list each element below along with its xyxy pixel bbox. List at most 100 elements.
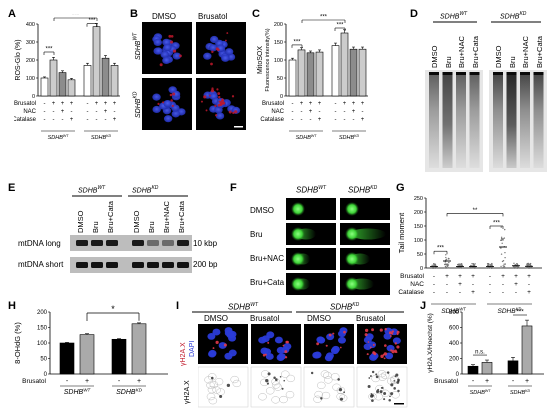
band-long xyxy=(162,240,174,246)
bar xyxy=(467,365,479,375)
panel-i-col-3: DMSO xyxy=(307,314,331,323)
nucleus-outline xyxy=(214,378,224,386)
sig-left-label: *** xyxy=(45,47,53,53)
ros-signal xyxy=(217,48,220,52)
comet-head xyxy=(291,252,305,266)
y-tick-label: 100 xyxy=(414,238,423,244)
condition-sign: - xyxy=(96,109,98,115)
band-short xyxy=(76,262,88,268)
band-short xyxy=(177,262,189,268)
data-point xyxy=(444,265,447,268)
nucleus-outline xyxy=(338,394,348,402)
panel-i-col-1: DMSO xyxy=(204,314,228,323)
gh2ax-focus xyxy=(369,346,372,349)
gel-lane xyxy=(506,72,517,168)
ros-signal xyxy=(179,54,182,58)
panel-b-micrographs xyxy=(142,22,246,130)
gh2ax-focus-gray xyxy=(226,383,231,388)
panel-i-label: I xyxy=(176,300,180,312)
ros-signal xyxy=(217,103,221,107)
y-axis-label-2: Fluorescence intensity(%) xyxy=(265,28,271,91)
gel-well xyxy=(469,72,480,75)
band-short xyxy=(132,262,144,268)
gh2ax-focus xyxy=(284,356,288,359)
y-tick-label: 200 xyxy=(26,58,35,64)
condition-label: NAC xyxy=(271,109,284,115)
ros-signal xyxy=(208,94,211,97)
condition-sign: + xyxy=(61,109,65,115)
condition-label: Catalase xyxy=(260,117,284,123)
data-point xyxy=(433,263,435,265)
nucleus xyxy=(212,328,221,336)
nucleus xyxy=(209,35,219,44)
data-point xyxy=(516,263,518,265)
panel-f-col-wt: SDHBWT xyxy=(296,185,327,195)
panel-j-chart: 0 200 400 600 800 γH2A.X/Hoechst (%)Brusatol -… xyxy=(427,309,544,396)
data-point xyxy=(529,262,532,265)
condition-sign: - xyxy=(66,378,69,385)
nucleus xyxy=(207,333,216,340)
gh2ax-focus-gray xyxy=(343,391,346,394)
condition-sign: + xyxy=(352,101,356,107)
gel-well xyxy=(533,72,544,75)
gh2ax-focus-gray xyxy=(381,387,384,389)
condition-sign: - xyxy=(446,289,448,296)
nucleus xyxy=(330,347,339,355)
nucleus-outline xyxy=(285,390,295,399)
nucleus-outline xyxy=(280,370,290,378)
panel-i-group-wt: SDHBWT xyxy=(228,302,259,312)
gh2ax-focus xyxy=(364,333,368,337)
nucleus xyxy=(209,44,218,52)
y-tick-label: 0 xyxy=(420,266,423,272)
y-axis-label: Tail moment xyxy=(397,212,406,253)
condition-sign: - xyxy=(344,117,346,123)
data-point xyxy=(504,267,506,269)
data-point xyxy=(434,264,436,266)
gel-lane-label: DMSO xyxy=(430,45,439,69)
condition-sign: + xyxy=(70,101,74,107)
panel-f-col-kd: SDHBKD xyxy=(348,185,378,195)
grayscale-frame xyxy=(250,366,302,408)
micrograph-wt-brusatol xyxy=(196,22,246,74)
gh2ax-focus xyxy=(286,340,289,344)
nucleus-outline xyxy=(273,383,283,391)
condition-sign: + xyxy=(104,109,108,115)
y-axis-label: 8-OHdG (%) xyxy=(13,322,22,364)
nucleus-outline xyxy=(336,386,346,395)
panel-i-row-dapi: DAPI xyxy=(189,340,196,357)
gh2ax-focus xyxy=(384,344,387,347)
data-point xyxy=(504,228,506,231)
nucleus xyxy=(370,352,379,360)
gh2ax-focus-gray xyxy=(337,378,340,381)
panel-h-label: H xyxy=(8,300,16,312)
gh2ax-focus-gray xyxy=(369,375,372,378)
sig-right-label: *** xyxy=(516,309,524,316)
condition-sign: - xyxy=(87,101,89,107)
comet-head xyxy=(345,202,359,216)
comet-head xyxy=(291,202,305,216)
data-point xyxy=(490,264,493,267)
bar xyxy=(315,51,324,97)
gh2ax-focus-gray xyxy=(393,380,396,382)
nucleus xyxy=(160,51,169,59)
data-point xyxy=(486,264,489,267)
nucleus xyxy=(386,344,395,352)
ros-signal xyxy=(221,102,224,105)
condition-sign: + xyxy=(352,109,356,115)
panel-d-gel xyxy=(425,70,547,172)
data-point xyxy=(500,247,502,249)
condition-sign: - xyxy=(53,109,55,115)
condition-label: Catalase xyxy=(14,117,37,123)
gel-lane-label: Bru+Cata xyxy=(177,201,186,233)
y-tick-label: 800 xyxy=(449,310,460,316)
comet-head xyxy=(291,277,305,291)
data-point xyxy=(500,253,503,255)
gel-lane-label: DMSO xyxy=(76,210,85,234)
nucleus xyxy=(316,336,325,344)
gel-lane-label: Bru+NAC xyxy=(521,36,530,68)
sig-top-label: *** xyxy=(320,15,328,21)
ros-signal xyxy=(219,102,223,105)
data-point xyxy=(470,264,472,267)
condition-sign: + xyxy=(309,101,313,107)
data-point xyxy=(459,263,461,265)
